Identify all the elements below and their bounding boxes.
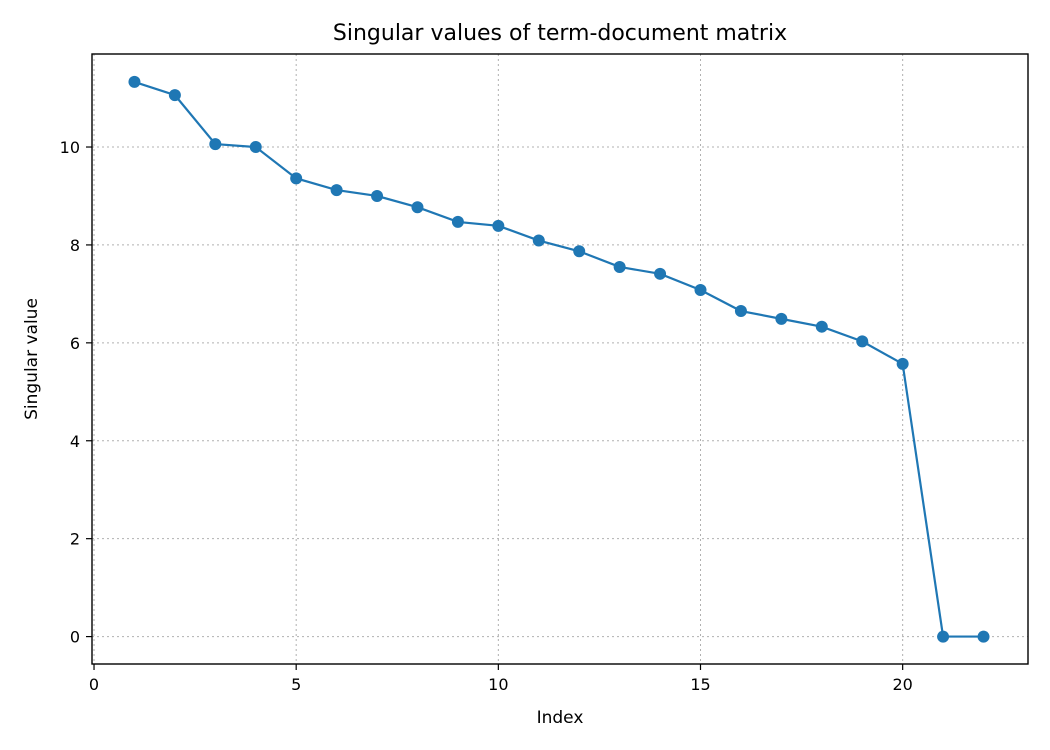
chart-title: Singular values of term-document matrix	[333, 21, 787, 46]
x-axis: 0 5 10 15 20	[89, 664, 913, 694]
plot-frame	[91, 53, 1029, 665]
y-axis-label: Singular value	[22, 298, 42, 420]
data-point	[330, 184, 343, 197]
x-tick-label: 0	[89, 675, 99, 694]
data-point	[411, 201, 424, 214]
data-point	[532, 234, 545, 247]
y-axis: 0 2 4 6 8 10	[60, 138, 92, 647]
data-point	[896, 357, 909, 370]
data-point	[492, 219, 505, 232]
x-tick-label: 5	[291, 675, 301, 694]
data-point	[249, 141, 262, 154]
data-point	[613, 260, 626, 273]
x-tick-label: 15	[690, 675, 710, 694]
data-point	[734, 305, 747, 318]
data-point	[977, 630, 990, 643]
data-point	[694, 283, 707, 296]
data-point	[451, 215, 464, 228]
data-point	[128, 75, 141, 88]
data-point	[856, 335, 869, 348]
x-tick-label: 10	[488, 675, 508, 694]
data-point	[290, 172, 303, 185]
data-point	[775, 312, 788, 325]
data-point	[168, 89, 181, 102]
y-tick-label: 2	[70, 530, 80, 549]
y-tick-label: 0	[70, 628, 80, 647]
x-tick-label: 20	[892, 675, 912, 694]
x-axis-label: Index	[537, 708, 584, 728]
data-point	[209, 138, 222, 151]
data-point	[937, 630, 950, 643]
series-line	[134, 80, 984, 638]
data-point	[654, 267, 667, 280]
y-tick-label: 4	[70, 432, 80, 451]
y-tick-label: 6	[70, 334, 80, 353]
data-point	[573, 245, 586, 258]
data-point	[815, 320, 828, 333]
series-layer	[128, 75, 990, 643]
data-point	[371, 189, 384, 202]
y-tick-label: 8	[70, 236, 80, 255]
y-tick-label: 10	[60, 138, 80, 157]
